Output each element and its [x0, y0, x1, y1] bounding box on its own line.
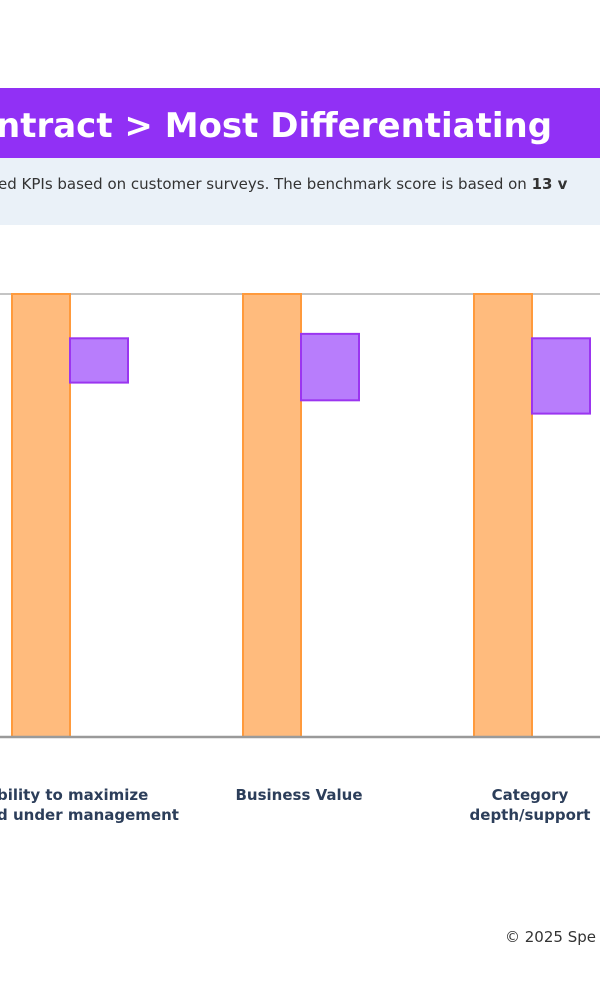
subtitle-band — [0, 158, 600, 225]
x-tick-label: Business Value — [235, 786, 362, 804]
subtitle-bold: 13 v — [532, 175, 568, 193]
subtitle: ed KPIs based on customer surveys. The b… — [0, 175, 568, 193]
range-box — [300, 332, 360, 402]
title-banner — [0, 88, 600, 158]
x-tick-label: d under management — [0, 806, 179, 824]
bar — [11, 293, 71, 738]
x-tick-label: Category — [492, 786, 569, 804]
range-box — [531, 337, 591, 415]
range-box — [69, 337, 129, 384]
x-tick-label: bility to maximize — [0, 786, 148, 804]
x-tick-label: depth/support — [470, 806, 591, 824]
bar — [473, 293, 533, 738]
bar — [242, 293, 302, 738]
footer: © 2025 Spe — [505, 928, 596, 946]
title: ntract > Most Differentiating — [0, 106, 552, 146]
subtitle-text: ed KPIs based on customer surveys. The b… — [0, 175, 532, 193]
